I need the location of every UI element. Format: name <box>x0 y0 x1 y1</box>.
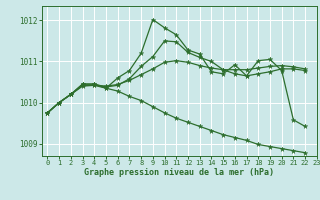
X-axis label: Graphe pression niveau de la mer (hPa): Graphe pression niveau de la mer (hPa) <box>84 168 274 177</box>
